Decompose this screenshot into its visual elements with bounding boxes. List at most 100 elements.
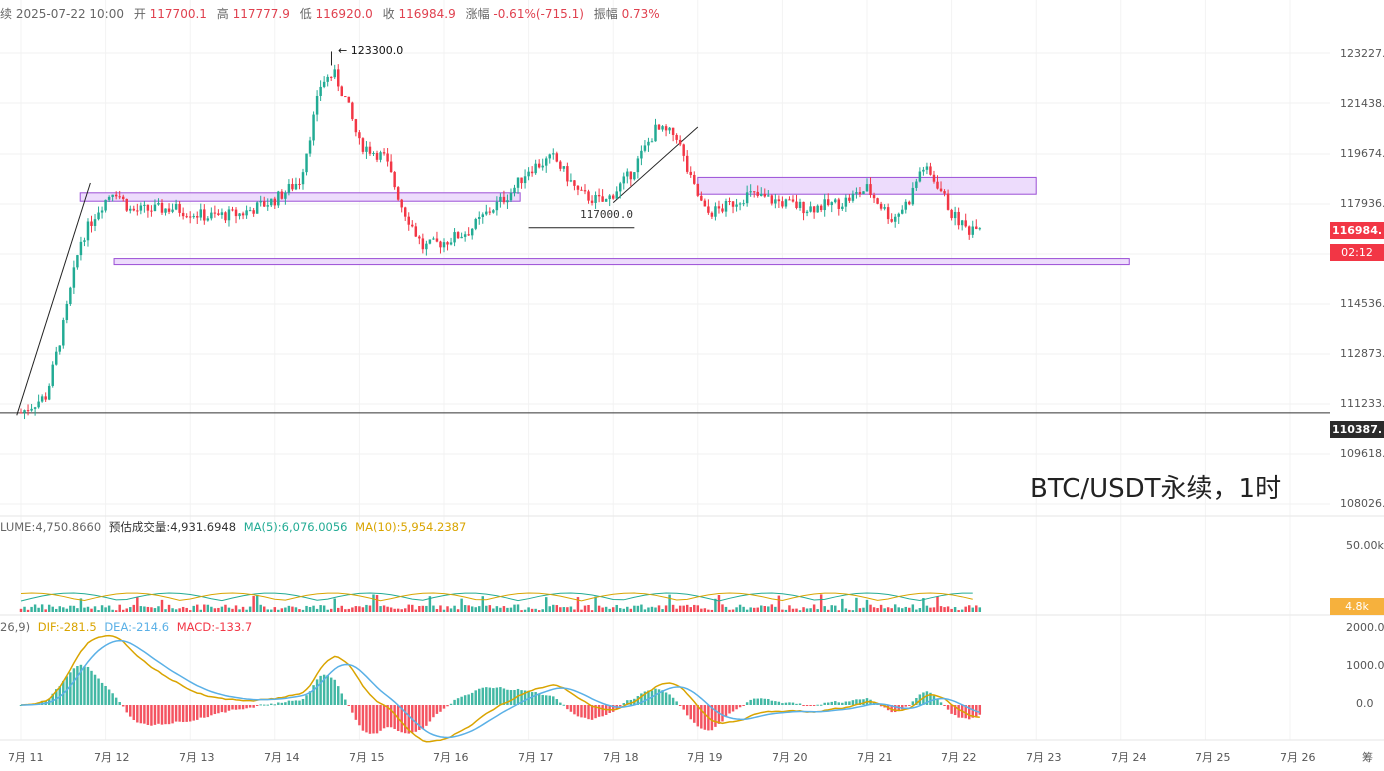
volume-bar bbox=[492, 608, 495, 612]
change-value: -0.61%(-715.1) bbox=[493, 7, 584, 21]
volume-bar bbox=[513, 604, 516, 612]
volume-bar bbox=[844, 608, 848, 612]
candle-body bbox=[210, 212, 213, 219]
volume-bar bbox=[213, 608, 217, 612]
candle-body bbox=[62, 320, 65, 346]
grid-lines bbox=[0, 0, 1384, 741]
candle-body bbox=[590, 200, 594, 203]
candle-body bbox=[650, 141, 654, 143]
volume-bar bbox=[816, 609, 819, 612]
volume-bar bbox=[255, 594, 259, 612]
candle-body bbox=[721, 208, 724, 212]
macd-histogram-bar bbox=[478, 688, 481, 705]
candle-body bbox=[710, 212, 714, 217]
volume-bar bbox=[960, 609, 964, 612]
macd-histogram-bar bbox=[738, 705, 742, 708]
candle-body bbox=[26, 410, 30, 412]
volume-bar bbox=[104, 607, 107, 612]
candle-body bbox=[908, 201, 911, 205]
bar-datetime: 2025-07-22 10:00 bbox=[15, 7, 124, 21]
macd-histogram-bar bbox=[534, 692, 537, 705]
candle-body bbox=[435, 238, 439, 242]
macd-histogram-bar bbox=[809, 705, 812, 706]
volume-bar bbox=[552, 604, 555, 612]
macd-histogram-bar bbox=[544, 695, 548, 705]
volume-bar bbox=[619, 608, 622, 612]
time-axis-label: 7月 12 bbox=[94, 751, 130, 764]
macd-histogram-bar bbox=[351, 705, 354, 713]
candle-body bbox=[23, 410, 26, 413]
candle-body bbox=[848, 197, 851, 201]
macd-histogram-bar bbox=[594, 705, 597, 719]
volume-bar bbox=[696, 605, 700, 612]
candle-body bbox=[703, 200, 707, 207]
volume-bar bbox=[100, 605, 104, 612]
volume-bar bbox=[19, 608, 23, 612]
volume-bar bbox=[428, 596, 432, 612]
volume-bar bbox=[400, 609, 403, 612]
macd-histogram-bar bbox=[492, 688, 495, 705]
time-axis-label: 7月 25 bbox=[1195, 751, 1231, 764]
candle-body bbox=[615, 191, 618, 199]
candle-body bbox=[802, 201, 805, 214]
macd-histogram-bar bbox=[453, 699, 456, 705]
macd-histogram-bar bbox=[717, 705, 721, 724]
candle-body bbox=[654, 124, 657, 142]
volume-bar bbox=[121, 609, 125, 612]
volume-bar bbox=[534, 608, 537, 612]
candle-body bbox=[358, 132, 361, 139]
candle-body bbox=[964, 220, 967, 227]
volume-bar bbox=[749, 607, 752, 612]
macd-histogram-bar bbox=[622, 703, 626, 705]
volume-bar bbox=[284, 607, 287, 612]
candle-body bbox=[203, 209, 206, 221]
macd-histogram-bar bbox=[185, 705, 188, 722]
macd-histogram-bar bbox=[234, 705, 238, 710]
volume-bar bbox=[626, 606, 629, 612]
candle-body bbox=[682, 144, 685, 156]
volume-bar bbox=[523, 609, 527, 612]
candle-body bbox=[696, 183, 700, 196]
volume-bar bbox=[802, 607, 805, 612]
candle-body bbox=[809, 206, 812, 212]
macd-histogram-bar bbox=[322, 674, 326, 705]
candle-body bbox=[470, 228, 474, 236]
volume-bar bbox=[671, 604, 675, 612]
candle-body bbox=[125, 198, 128, 211]
volume-bar bbox=[664, 605, 668, 612]
candle-body bbox=[255, 202, 259, 214]
macd-histogram-bar bbox=[72, 668, 76, 705]
time-axis-label: 筹 bbox=[1362, 751, 1373, 764]
time-axis-label: 7月 23 bbox=[1026, 751, 1062, 764]
volume-bar bbox=[837, 610, 841, 612]
candle-body bbox=[576, 185, 580, 190]
volume-bar bbox=[953, 607, 957, 612]
price-axis-label: 111233. bbox=[1340, 397, 1384, 410]
volume-bar bbox=[738, 604, 742, 612]
candle-body bbox=[351, 102, 354, 120]
candle-body bbox=[834, 199, 837, 203]
macd-histogram-bar bbox=[552, 696, 555, 705]
volume-ma-line bbox=[20, 592, 973, 602]
amplitude-value: 0.73% bbox=[621, 7, 660, 21]
volume-bar bbox=[784, 609, 788, 612]
macd-histogram-bar bbox=[830, 701, 833, 705]
volume-bar bbox=[971, 607, 974, 612]
candle-body bbox=[492, 210, 495, 213]
macd-histogram-bar bbox=[100, 682, 104, 705]
candle-body bbox=[421, 238, 425, 250]
volume-bar bbox=[675, 608, 678, 612]
candle-body bbox=[129, 208, 132, 211]
volume-bar bbox=[372, 594, 375, 612]
volume-bar bbox=[312, 605, 315, 612]
time-axis-label: 7月 17 bbox=[518, 751, 554, 764]
candle-body bbox=[65, 304, 69, 321]
candle-body bbox=[975, 226, 978, 229]
time-axis-label: 7月 26 bbox=[1280, 751, 1316, 764]
macd-histogram-bar bbox=[319, 675, 322, 705]
candle-body bbox=[865, 184, 869, 192]
candle-body bbox=[664, 126, 668, 131]
volume-bar bbox=[622, 608, 626, 612]
macd-histogram-bar bbox=[210, 705, 213, 716]
